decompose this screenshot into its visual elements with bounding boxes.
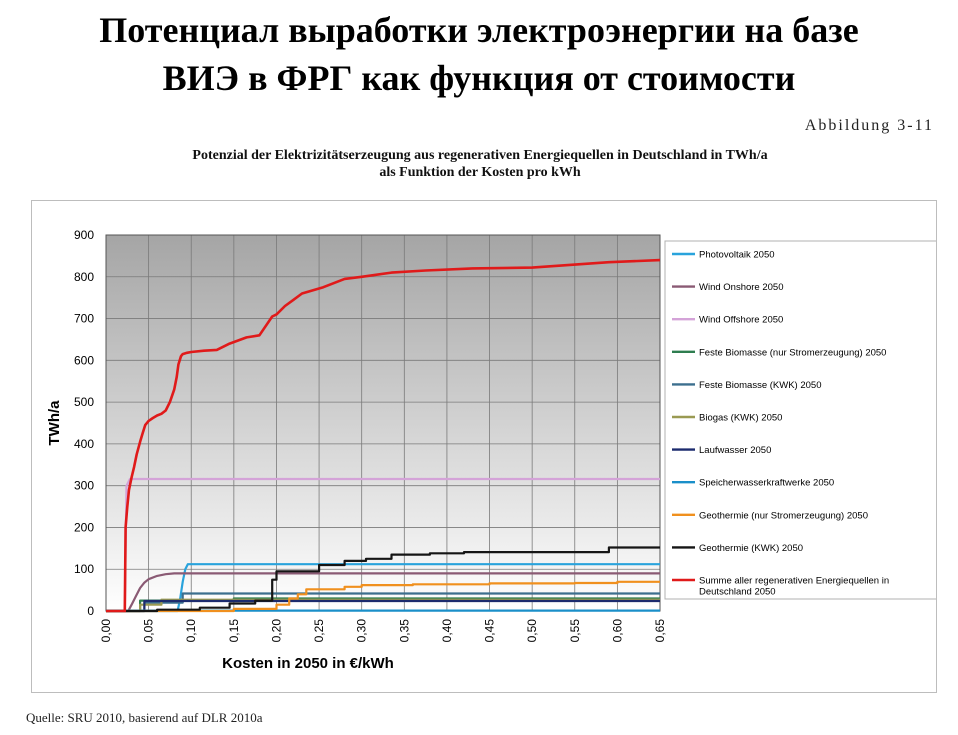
legend-label: Feste Biomasse (KWK) 2050 <box>699 380 822 391</box>
legend: Photovoltaik 2050 Wind Onshore 2050 Wind O… <box>664 240 938 600</box>
source-note: Quelle: SRU 2010, basierend auf DLR 2010… <box>26 710 263 725</box>
chart-title: Potenzial der Elektrizitätserzeugung aus… <box>30 147 930 181</box>
series-line-2 <box>106 572 660 613</box>
figure-label: Abbildung 3-11 <box>804 117 934 134</box>
slide-title-line-1: Потенциал выработки электроэнергии на ба… <box>99 10 859 50</box>
legend-label-line: Geothermie (nur Stromerzeugung) 2050 <box>699 510 868 521</box>
legend-label-line: Feste Biomasse (nur Stromerzeugung) 2050 <box>699 347 886 358</box>
y-tick-label: 100 <box>74 562 94 576</box>
legend-label-line: Laufwasser 2050 <box>699 445 771 456</box>
x-tick-label: 0,60 <box>610 619 624 643</box>
legend-label: Geothermie (nur Stromerzeugung) 2050 <box>699 510 868 521</box>
y-tick-label: 800 <box>74 270 94 284</box>
legend-label-line: Geothermie (KWK) 2050 <box>699 543 803 554</box>
x-tick-label: 0,20 <box>269 619 283 643</box>
legend-label: Geothermie (KWK) 2050 <box>699 543 803 554</box>
x-tick-label: 0,25 <box>312 619 326 643</box>
x-tick-label: 0,45 <box>483 619 497 643</box>
legend-label: Feste Biomasse (nur Stromerzeugung) 2050 <box>699 347 886 358</box>
y-tick-label: 400 <box>74 437 94 451</box>
legend-label: Speicherwasserkraftwerke 2050 <box>699 478 834 489</box>
x-tick-label: 0,40 <box>440 619 454 643</box>
plot-area <box>106 235 660 611</box>
x-tick-label: 0,05 <box>142 619 156 643</box>
chart-svg: 0 100 200 300 400 500 600 700 800 900 0,00 0,05 0,1… <box>46 228 938 672</box>
x-tick-label: 0,30 <box>355 619 369 643</box>
y-tick-labels: 0 100 200 300 400 500 600 700 800 900 <box>74 228 94 618</box>
legend-label: Photovoltaik 2050 <box>699 250 775 261</box>
y-tick-label: 900 <box>74 228 94 242</box>
legend-box <box>664 240 938 600</box>
y-tick-label: 700 <box>74 312 94 326</box>
x-tick-label: 0,35 <box>397 619 411 643</box>
legend-label-line: Biogas (KWK) 2050 <box>699 413 782 424</box>
x-tick-label: 0,65 <box>653 619 667 643</box>
x-tick-label: 0,55 <box>568 619 582 643</box>
chart-frame: 0 100 200 300 400 500 600 700 800 900 0,00 0,05 0,1… <box>31 200 938 693</box>
series-line-11 <box>106 258 661 613</box>
legend-label-line: Photovoltaik 2050 <box>699 250 775 261</box>
legend-label-line: Summe aller regenerativen Energiequellen… <box>699 576 889 587</box>
legend-label: Wind Onshore 2050 <box>699 282 784 293</box>
x-tick-label: 0,50 <box>525 619 539 643</box>
legend-label-line: Speicherwasserkraftwerke 2050 <box>699 478 834 489</box>
legend-label-line: Feste Biomasse (KWK) 2050 <box>699 380 822 391</box>
series-line-9 <box>106 580 660 613</box>
series-line-10 <box>106 546 660 613</box>
y-tick-label: 500 <box>74 395 94 409</box>
y-tick-label: 200 <box>74 520 94 534</box>
slide-title-line-2: ВИЭ в ФРГ как функция от стоимости <box>162 58 796 98</box>
x-tick-label: 0,15 <box>227 619 241 643</box>
legend-label-line: Wind Offshore 2050 <box>699 315 783 326</box>
x-axis-label: Kosten in 2050 in €/kWh <box>222 655 394 672</box>
legend-label: Wind Offshore 2050 <box>699 315 783 326</box>
x-tick-label: 0,00 <box>99 619 113 643</box>
legend-label-line: Wind Onshore 2050 <box>699 282 784 293</box>
chart-title-line-2: als Funktion der Kosten pro kWh <box>379 165 581 180</box>
y-tick-label: 0 <box>87 604 94 618</box>
y-tick-label: 300 <box>74 479 94 493</box>
x-tick-label: 0,10 <box>184 619 198 643</box>
y-tick-label: 600 <box>74 353 94 367</box>
legend-label: Laufwasser 2050 <box>699 445 771 456</box>
x-tick-labels: 0,00 0,05 0,10 0,15 0,20 0,25 0,30 0,35 0,40 0,45… <box>99 619 667 643</box>
legend-label: Biogas (KWK) 2050 <box>699 413 782 424</box>
slide-title: Потенциал выработки электроэнергии на ба… <box>0 6 958 102</box>
legend-label: Summe aller regenerativen Energiequellen… <box>699 576 889 598</box>
legend-label-line: Deutschland 2050 <box>699 587 776 598</box>
series-group <box>106 258 661 613</box>
y-axis-label: TWh/a <box>46 400 63 446</box>
chart-title-line-1: Potenzial der Elektrizitätserzeugung aus… <box>192 148 768 163</box>
